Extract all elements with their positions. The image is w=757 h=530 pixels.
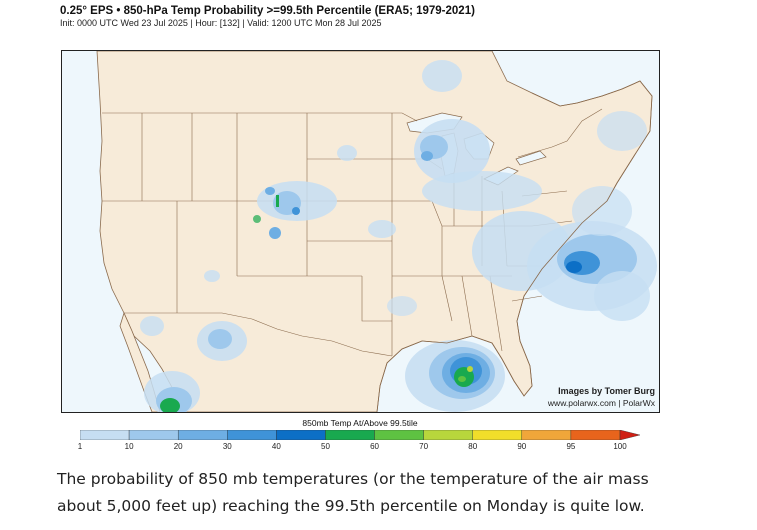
probability-map (62, 51, 659, 412)
legend-swatch (374, 430, 424, 440)
legend-swatch (521, 430, 572, 440)
legend-tick-label: 40 (271, 442, 281, 451)
legend-color-bar (80, 430, 640, 440)
legend-tick-label: 60 (370, 442, 379, 451)
legend-swatch (80, 430, 130, 440)
legend-tick-label: 95 (566, 442, 576, 451)
color-legend: 850mb Temp At/Above 99.5tile 1 10 20 30 40 50… (77, 418, 640, 458)
legend-swatch (227, 430, 277, 440)
article-caption: The probability of 850 mb temperatures (… (57, 470, 649, 515)
probability-shading (140, 60, 657, 412)
legend-swatch (325, 430, 375, 440)
map-credit-website: www.polarwx.com | PolarWx (547, 398, 655, 408)
legend-extend-arrow (619, 430, 640, 440)
legend-tick-label: 20 (173, 442, 183, 451)
legend-tick-label: 50 (321, 442, 330, 451)
legend-swatch (128, 430, 179, 440)
map-title: 0.25° EPS • 850-hPa Temp Probability >=9… (60, 5, 475, 17)
legend-swatch (177, 430, 228, 440)
map-header: 0.25° EPS • 850-hPa Temp Probability >=9… (60, 4, 680, 29)
legend-swatch (472, 430, 523, 440)
map-frame: Images by Tomer Burg www.polarwx.com | P… (61, 50, 660, 413)
legend-tick-label: 70 (419, 442, 429, 451)
legend-tick-label: 90 (517, 442, 527, 451)
legend-tick-label: 1 (77, 442, 83, 451)
legend-tick-label: 80 (468, 442, 478, 451)
legend-swatch (570, 430, 621, 440)
map-credit-author: Images by Tomer Burg (558, 386, 655, 396)
legend-tick-label: 30 (222, 442, 232, 451)
legend-tick-label: 10 (124, 442, 134, 451)
legend-title: 850mb Temp At/Above 99.5tile (302, 418, 418, 428)
legend-swatch (276, 430, 326, 440)
legend-tick-label: 100 (613, 442, 627, 451)
map-subtitle: Init: 0000 UTC Wed 23 Jul 2025 | Hour: [… (60, 18, 382, 28)
legend-swatch (423, 430, 473, 440)
coastline (376, 80, 653, 412)
